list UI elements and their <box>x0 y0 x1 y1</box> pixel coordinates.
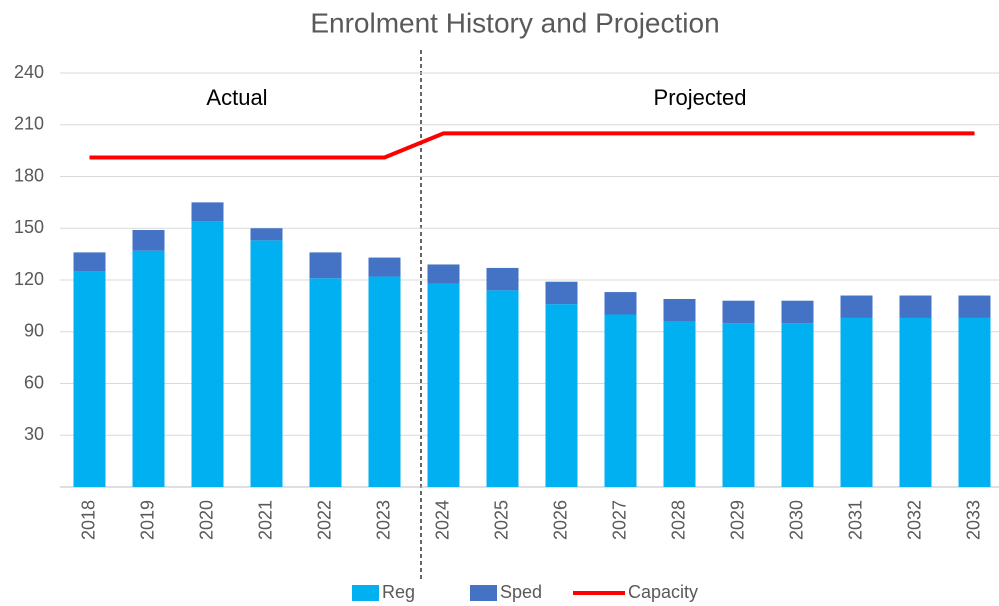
x-tick-label: 2021 <box>255 500 275 540</box>
line <box>89 131 975 160</box>
bar <box>309 252 342 279</box>
bar <box>545 304 578 487</box>
bar <box>604 292 637 315</box>
x-tick-label: 2027 <box>609 500 629 540</box>
bar <box>191 221 224 487</box>
x-tick-label: 2024 <box>432 500 452 540</box>
x-tick-label: 2029 <box>727 500 747 540</box>
x-tick-label: 2018 <box>78 500 98 540</box>
x-tick-label: 2020 <box>196 500 216 540</box>
bar <box>368 276 401 487</box>
legend-swatch <box>470 585 497 601</box>
bar <box>899 317 932 487</box>
bar <box>368 257 401 277</box>
legend-label: Capacity <box>628 582 698 602</box>
bar <box>781 300 814 324</box>
bar <box>958 295 991 318</box>
bar <box>722 323 755 487</box>
bar <box>663 298 696 322</box>
x-tick-label: 2032 <box>904 500 924 540</box>
y-tick-label: 240 <box>14 62 44 82</box>
x-tick-label: 2033 <box>963 500 983 540</box>
bar <box>663 321 696 487</box>
y-tick-label: 60 <box>24 372 44 392</box>
x-tick-label: 2025 <box>491 500 511 540</box>
bar <box>132 250 165 487</box>
legend-label: Sped <box>500 582 542 602</box>
x-tick-label: 2019 <box>137 500 157 540</box>
bar <box>132 229 165 251</box>
bar <box>427 264 460 284</box>
x-tick-label: 2023 <box>373 500 393 540</box>
y-tick-label: 150 <box>14 217 44 237</box>
x-tick-label: 2030 <box>786 500 806 540</box>
y-tick-label: 180 <box>14 165 44 185</box>
bar <box>73 271 106 487</box>
legend-label: Reg <box>382 582 415 602</box>
bar <box>250 240 283 487</box>
bar <box>486 267 519 291</box>
bar <box>604 314 637 487</box>
bar <box>73 252 106 272</box>
annotation: Projected <box>654 85 747 110</box>
bar <box>722 300 755 324</box>
x-tick-label: 2028 <box>668 500 688 540</box>
bar <box>958 317 991 487</box>
chart-title: Enrolment History and Projection <box>310 7 719 38</box>
bar <box>781 323 814 487</box>
bar <box>486 290 519 487</box>
bar <box>309 278 342 487</box>
legend-swatch <box>352 585 379 601</box>
y-tick-label: 30 <box>24 424 44 444</box>
annotation: Actual <box>206 85 267 110</box>
x-tick-label: 2031 <box>845 500 865 540</box>
x-tick-label: 2026 <box>550 500 570 540</box>
bar <box>191 202 224 222</box>
bar <box>427 283 460 487</box>
bar <box>840 295 873 318</box>
x-tick-label: 2022 <box>314 500 334 540</box>
bar <box>545 281 578 305</box>
y-tick-label: 120 <box>14 269 44 289</box>
bar <box>250 228 283 241</box>
y-tick-label: 90 <box>24 321 44 341</box>
bar <box>840 317 873 487</box>
bar <box>899 295 932 318</box>
y-tick-label: 210 <box>14 114 44 134</box>
